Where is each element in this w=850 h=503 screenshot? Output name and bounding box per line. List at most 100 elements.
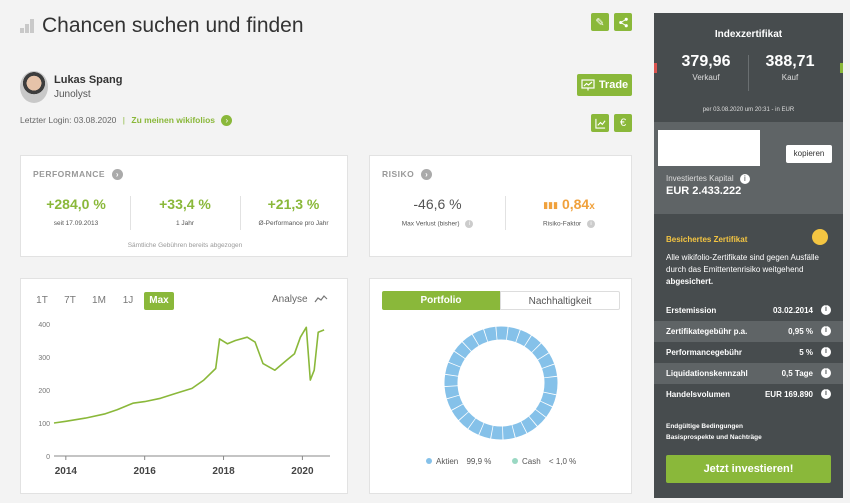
capital-label: Investiertes Kapital bbox=[666, 174, 734, 184]
info-icon[interactable]: i bbox=[821, 389, 831, 399]
row-label: Handelsvolumen bbox=[666, 390, 731, 399]
legend-dot bbox=[512, 458, 518, 464]
performance-avg-value: +21,3 % bbox=[267, 196, 320, 212]
invest-button[interactable]: Jetzt investieren! bbox=[666, 455, 831, 483]
row-liquidation: Liquidationskennzahl 0,5 Tage i bbox=[654, 363, 843, 384]
performance-1y: +33,4 % 1 Jahr bbox=[134, 196, 236, 227]
terms-link[interactable]: Endgültige Bedingungen bbox=[666, 423, 743, 430]
info-icon[interactable]: i bbox=[821, 326, 831, 336]
range-1t-button[interactable]: 1T bbox=[36, 295, 48, 306]
author-name[interactable]: Lukas Spang bbox=[54, 74, 123, 86]
x-tick-label: 2020 bbox=[291, 466, 314, 477]
performance-total: +284,0 % seit 17.09.2013 bbox=[26, 196, 126, 227]
range-1j-button[interactable]: 1J bbox=[122, 295, 134, 306]
tab-portfolio[interactable]: Portfolio bbox=[382, 291, 500, 310]
sell-price: 379,96 Verkauf bbox=[666, 53, 746, 82]
legend-cash: Cash < 1,0 % bbox=[512, 457, 576, 466]
max-loss-label-wrap: Max Verlust (bisher) i bbox=[375, 220, 500, 228]
x-tick-label: 2016 bbox=[134, 466, 157, 477]
divider bbox=[505, 196, 506, 230]
analyse-label: Analyse bbox=[272, 294, 308, 305]
info-icon[interactable]: i bbox=[587, 220, 596, 228]
edit-button[interactable]: ✎ bbox=[591, 13, 609, 31]
certificate-sidebar: Indexzertifikat 379,96 Verkauf 388,71 Ka… bbox=[654, 13, 843, 498]
sell-indicator bbox=[654, 63, 657, 73]
performance-total-value: +284,0 % bbox=[46, 196, 106, 212]
info-icon[interactable]: i bbox=[821, 305, 831, 315]
info-icon[interactable]: i bbox=[465, 220, 474, 228]
max-loss: -46,6 % Max Verlust (bisher) i bbox=[375, 196, 500, 228]
legend-stocks-value: 99,9 % bbox=[466, 457, 492, 466]
badge-icon bbox=[812, 229, 828, 245]
chevron-right-icon[interactable]: › bbox=[421, 169, 433, 181]
info-icon[interactable]: i bbox=[821, 368, 831, 378]
analyse-icon bbox=[314, 295, 328, 303]
performance-chart[interactable]: 0 100 200 300 400 2014 2016 2018 2020 bbox=[20, 310, 348, 490]
risk-label-text: RISIKO bbox=[382, 169, 415, 179]
buy-price: 388,71 Kauf bbox=[750, 53, 830, 82]
last-login: Letzter Login: 03.08.2020 | Zu meinen wi… bbox=[20, 115, 233, 127]
buy-label: Kauf bbox=[781, 73, 799, 82]
capital-label-wrap: Investiertes Kapital i bbox=[666, 174, 750, 184]
row-volume: Handelsvolumen EUR 169.890 i bbox=[654, 384, 843, 405]
prospectus-link[interactable]: Basisprospekte und Nachträge bbox=[666, 434, 762, 441]
chart-card bbox=[20, 278, 348, 494]
chevron-right-icon[interactable]: › bbox=[221, 115, 233, 127]
share-icon bbox=[618, 17, 628, 27]
row-first-issue: Erstemission 03.02.2014 i bbox=[654, 300, 843, 321]
secured-bold: abgesichert. bbox=[666, 277, 714, 286]
divider bbox=[748, 55, 749, 91]
isin-field[interactable] bbox=[658, 130, 760, 166]
chevron-right-icon[interactable]: › bbox=[111, 169, 123, 181]
performance-1y-label: 1 Jahr bbox=[175, 220, 195, 227]
tab-sustainability[interactable]: Nachhaltigkeit bbox=[500, 291, 620, 310]
performance-label-text: PERFORMANCE bbox=[33, 169, 106, 179]
risk-factor-value-wrap: ▮▮▮ 0,84x bbox=[508, 196, 630, 212]
trade-label: Trade bbox=[598, 79, 629, 91]
divider bbox=[240, 196, 241, 230]
capital-value: EUR 2.433.222 bbox=[666, 185, 742, 197]
pencil-icon: ✎ bbox=[595, 16, 605, 29]
row-performance-fee: Performancegebühr 5 % i bbox=[654, 342, 843, 363]
y-tick-label: 200 bbox=[38, 388, 50, 395]
chart-export-button[interactable] bbox=[591, 114, 609, 132]
copy-button[interactable]: kopieren bbox=[786, 145, 832, 163]
sell-value: 379,96 bbox=[681, 53, 731, 70]
analyse-button[interactable]: Analyse bbox=[272, 294, 328, 305]
info-icon[interactable]: i bbox=[739, 174, 750, 184]
trade-button[interactable]: Trade bbox=[577, 74, 632, 96]
wikifolios-link[interactable]: Zu meinen wikifolios bbox=[131, 115, 215, 125]
row-value: 5 % bbox=[799, 348, 813, 357]
y-tick-label: 100 bbox=[38, 421, 50, 428]
price-timestamp: per 03.08.2020 um 20:31 - in EUR bbox=[702, 107, 795, 113]
row-value: EUR 169.890 bbox=[764, 390, 813, 399]
buy-value: 388,71 bbox=[765, 53, 815, 70]
secured-title: Besichertes Zertifikat bbox=[666, 235, 748, 244]
secured-text: Alle wikifolio-Zertifikate sind gegen Au… bbox=[666, 253, 819, 274]
performance-total-label: seit 17.09.2013 bbox=[53, 220, 99, 227]
risk-label: RISIKO › bbox=[382, 169, 433, 181]
row-label: Zertifikategebühr p.a. bbox=[666, 327, 748, 336]
avatar[interactable] bbox=[20, 71, 48, 103]
x-tick-label: 2014 bbox=[55, 466, 78, 477]
share-button[interactable] bbox=[614, 13, 632, 31]
legend-stocks: Aktien 99,9 % bbox=[426, 457, 491, 466]
range-7t-button[interactable]: 7T bbox=[64, 295, 76, 306]
portfolio-donut[interactable] bbox=[443, 325, 559, 441]
currency-button[interactable]: € bbox=[614, 114, 632, 132]
risk-factor-suffix: x bbox=[589, 201, 595, 212]
row-value: 0,5 Tage bbox=[781, 369, 813, 378]
fees-note: Sämtliche Gebühren bereits abgezogen bbox=[127, 242, 243, 249]
presentation-chart-icon bbox=[581, 79, 595, 91]
y-tick-label: 0 bbox=[46, 454, 50, 461]
row-value: 0,95 % bbox=[788, 327, 813, 336]
euro-icon: € bbox=[619, 117, 627, 129]
range-max-button[interactable]: Max bbox=[144, 292, 174, 310]
last-login-text: Letzter Login: 03.08.2020 bbox=[20, 115, 117, 125]
row-label: Erstemission bbox=[666, 306, 717, 315]
x-tick-label: 2018 bbox=[212, 466, 235, 477]
range-1m-button[interactable]: 1M bbox=[92, 295, 106, 306]
info-icon[interactable]: i bbox=[821, 347, 831, 357]
performance-1y-value: +33,4 % bbox=[159, 196, 211, 212]
legend-dot bbox=[426, 458, 432, 464]
